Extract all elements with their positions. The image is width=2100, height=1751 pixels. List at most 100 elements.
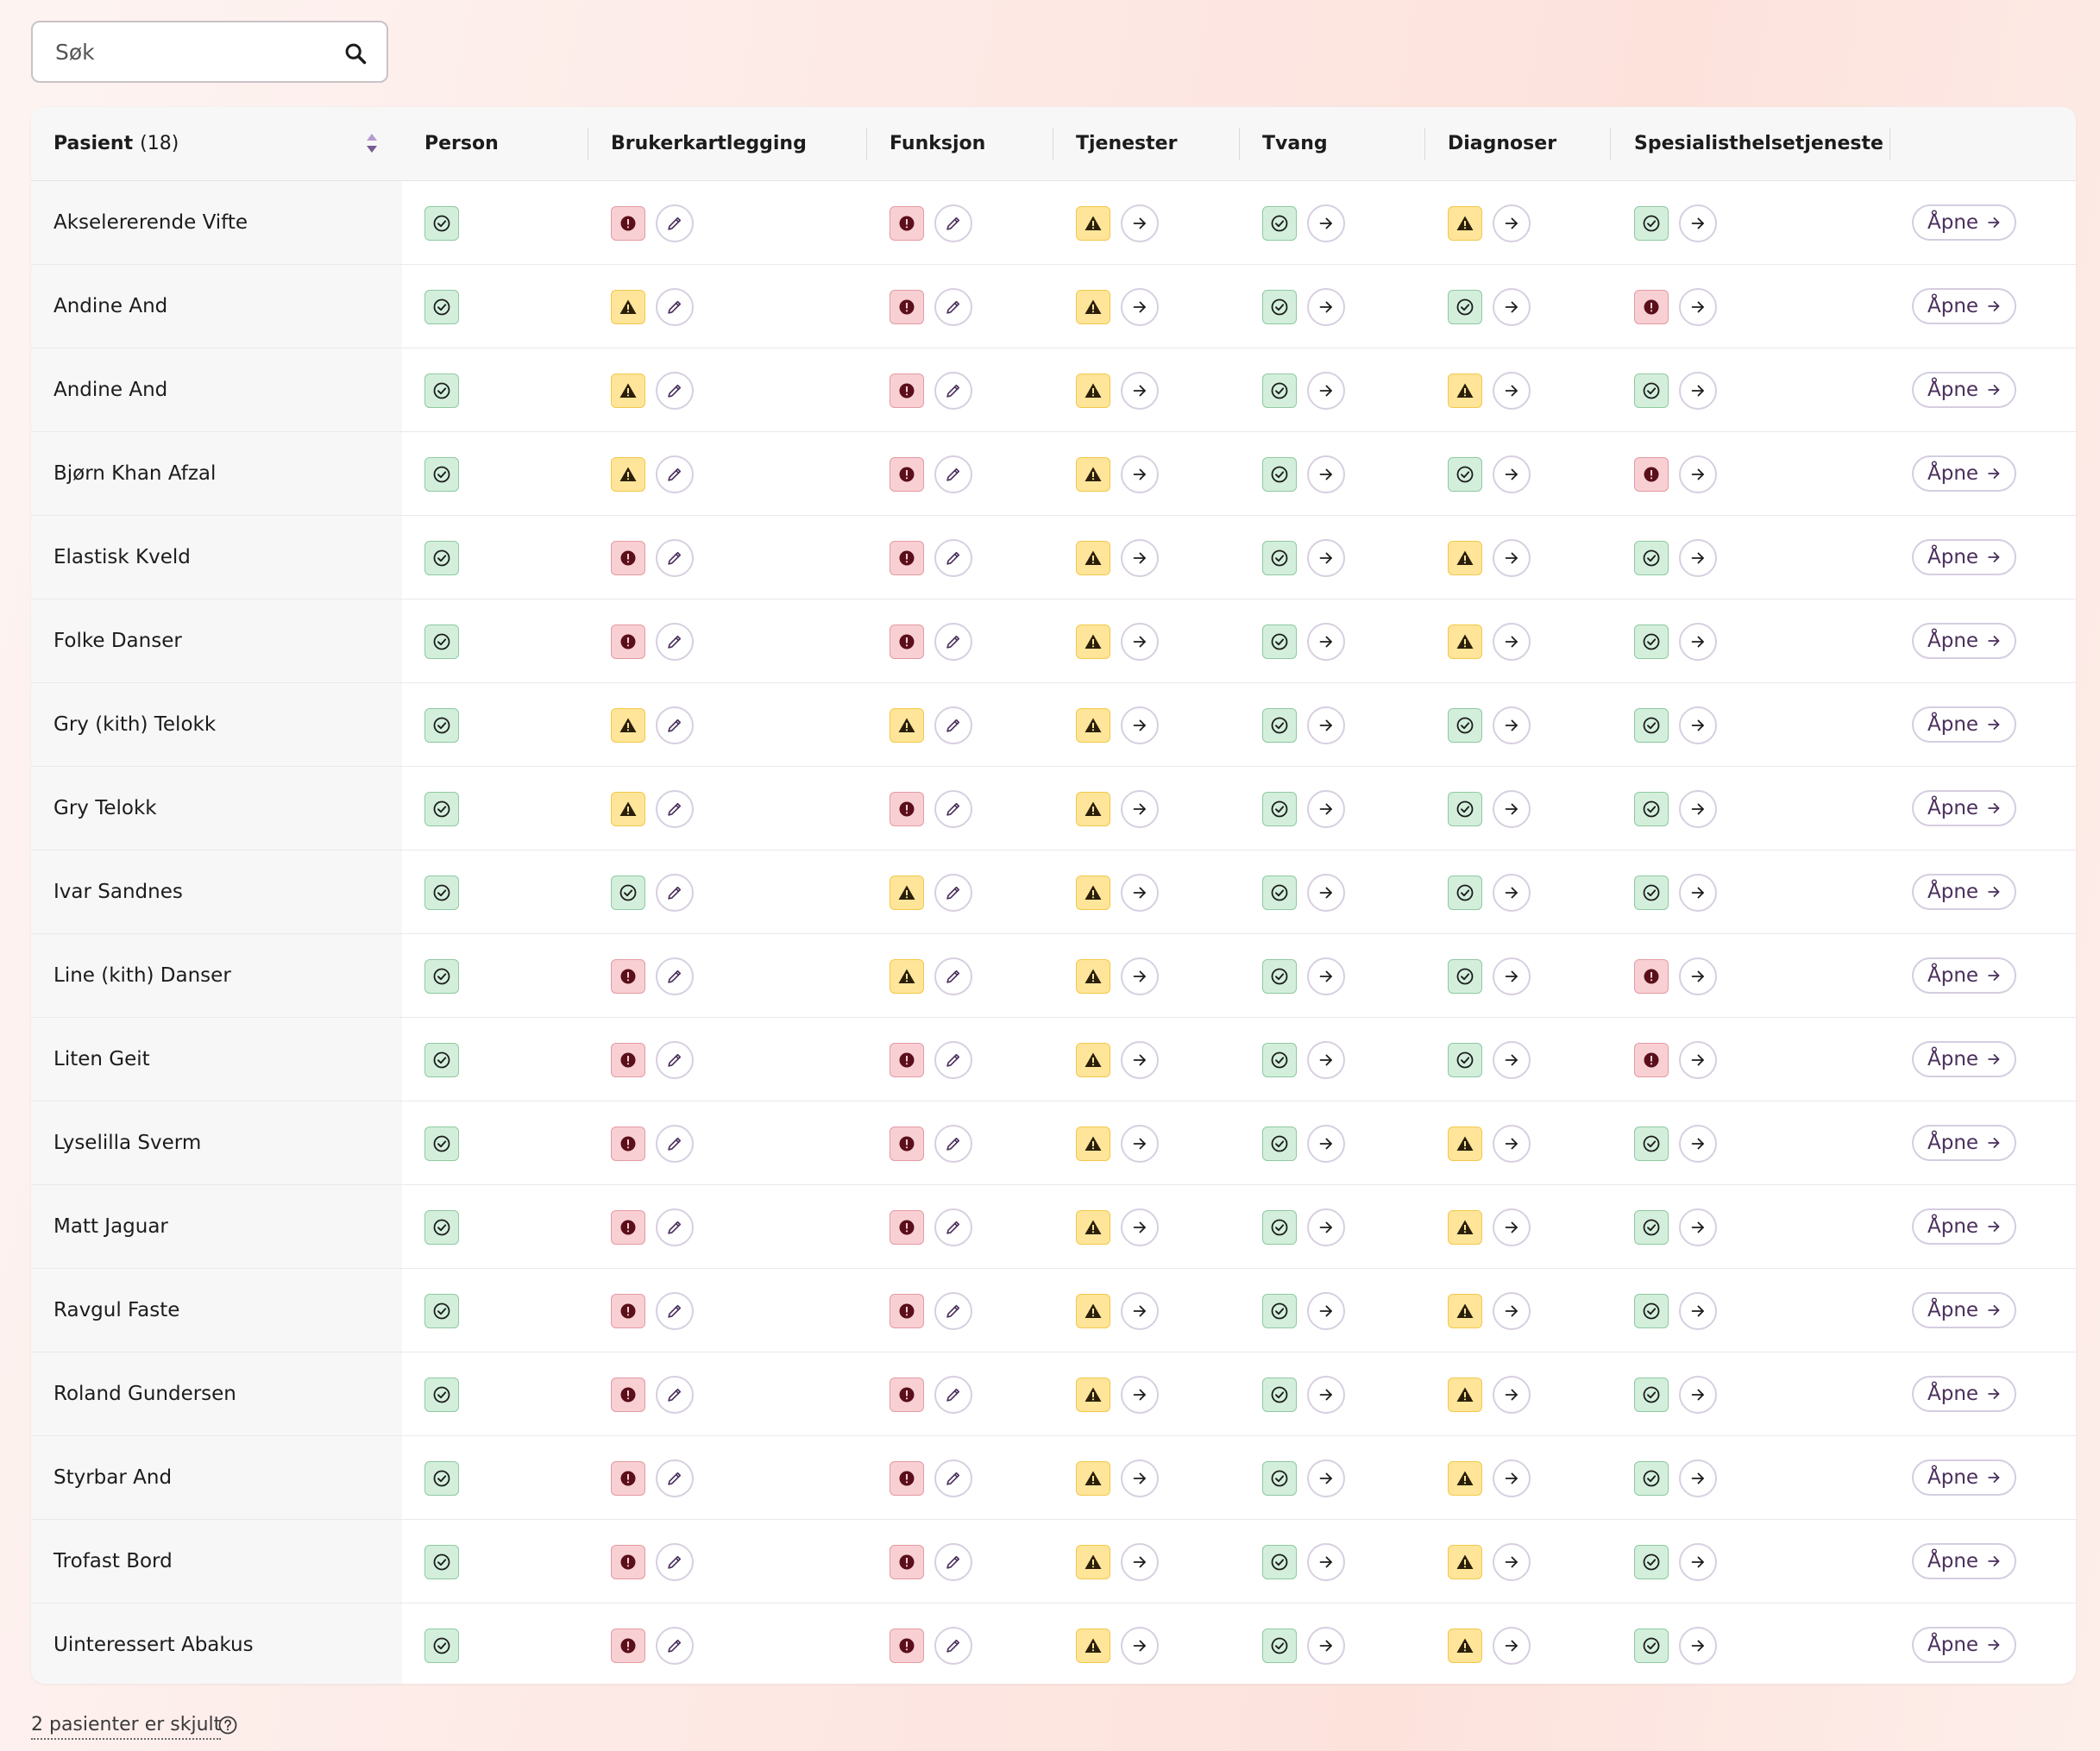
go-to-tvang-button[interactable] (1307, 1627, 1345, 1665)
open-patient-button[interactable]: Åpne (1912, 455, 2017, 492)
go-to-tvang-button[interactable] (1307, 539, 1345, 577)
go-to-spesialisthelsetjeneste-button[interactable] (1679, 1208, 1717, 1246)
help-icon[interactable] (217, 1715, 238, 1735)
go-to-tjenester-button[interactable] (1121, 706, 1159, 744)
open-patient-button[interactable]: Åpne (1912, 1041, 2017, 1077)
search-icon[interactable] (343, 41, 368, 66)
go-to-tjenester-button[interactable] (1121, 1543, 1159, 1581)
edit-funksjon-button[interactable] (934, 1041, 972, 1079)
edit-brukerkartlegging-button[interactable] (656, 623, 694, 661)
go-to-tjenester-button[interactable] (1121, 1292, 1159, 1330)
go-to-diagnoser-button[interactable] (1493, 1125, 1531, 1163)
open-patient-button[interactable]: Åpne (1912, 1376, 2017, 1412)
go-to-tvang-button[interactable] (1307, 1376, 1345, 1414)
go-to-spesialisthelsetjeneste-button[interactable] (1679, 706, 1717, 744)
go-to-spesialisthelsetjeneste-button[interactable] (1679, 957, 1717, 995)
go-to-spesialisthelsetjeneste-button[interactable] (1679, 1125, 1717, 1163)
edit-funksjon-button[interactable] (934, 957, 972, 995)
go-to-diagnoser-button[interactable] (1493, 539, 1531, 577)
edit-funksjon-button[interactable] (934, 790, 972, 828)
go-to-diagnoser-button[interactable] (1493, 623, 1531, 661)
edit-brukerkartlegging-button[interactable] (656, 957, 694, 995)
edit-brukerkartlegging-button[interactable] (656, 1376, 694, 1414)
go-to-diagnoser-button[interactable] (1493, 874, 1531, 912)
go-to-tvang-button[interactable] (1307, 204, 1345, 242)
go-to-tvang-button[interactable] (1307, 288, 1345, 326)
go-to-tvang-button[interactable] (1307, 957, 1345, 995)
edit-funksjon-button[interactable] (934, 1627, 972, 1665)
go-to-tjenester-button[interactable] (1121, 957, 1159, 995)
go-to-tvang-button[interactable] (1307, 1208, 1345, 1246)
edit-brukerkartlegging-button[interactable] (656, 1125, 694, 1163)
edit-funksjon-button[interactable] (934, 1208, 972, 1246)
open-patient-button[interactable]: Åpne (1912, 706, 2017, 743)
go-to-tvang-button[interactable] (1307, 1459, 1345, 1497)
edit-brukerkartlegging-button[interactable] (656, 706, 694, 744)
go-to-tjenester-button[interactable] (1121, 372, 1159, 410)
go-to-diagnoser-button[interactable] (1493, 1627, 1531, 1665)
go-to-tvang-button[interactable] (1307, 1292, 1345, 1330)
open-patient-button[interactable]: Åpne (1912, 1459, 2017, 1496)
open-patient-button[interactable]: Åpne (1912, 288, 2017, 324)
go-to-diagnoser-button[interactable] (1493, 1041, 1531, 1079)
edit-brukerkartlegging-button[interactable] (656, 1292, 694, 1330)
search-box[interactable] (31, 21, 388, 83)
edit-funksjon-button[interactable] (934, 455, 972, 493)
open-patient-button[interactable]: Åpne (1912, 1292, 2017, 1328)
go-to-tjenester-button[interactable] (1121, 790, 1159, 828)
go-to-spesialisthelsetjeneste-button[interactable] (1679, 1459, 1717, 1497)
go-to-diagnoser-button[interactable] (1493, 957, 1531, 995)
go-to-spesialisthelsetjeneste-button[interactable] (1679, 204, 1717, 242)
go-to-diagnoser-button[interactable] (1493, 1459, 1531, 1497)
go-to-tjenester-button[interactable] (1121, 1376, 1159, 1414)
go-to-diagnoser-button[interactable] (1493, 1208, 1531, 1246)
go-to-tjenester-button[interactable] (1121, 623, 1159, 661)
go-to-diagnoser-button[interactable] (1493, 204, 1531, 242)
edit-brukerkartlegging-button[interactable] (656, 1459, 694, 1497)
edit-funksjon-button[interactable] (934, 623, 972, 661)
open-patient-button[interactable]: Åpne (1912, 1627, 2017, 1663)
go-to-diagnoser-button[interactable] (1493, 1376, 1531, 1414)
open-patient-button[interactable]: Åpne (1912, 1208, 2017, 1245)
edit-brukerkartlegging-button[interactable] (656, 455, 694, 493)
go-to-diagnoser-button[interactable] (1493, 455, 1531, 493)
edit-brukerkartlegging-button[interactable] (656, 372, 694, 410)
open-patient-button[interactable]: Åpne (1912, 1543, 2017, 1579)
open-patient-button[interactable]: Åpne (1912, 623, 2017, 659)
go-to-tvang-button[interactable] (1307, 1041, 1345, 1079)
edit-funksjon-button[interactable] (934, 1459, 972, 1497)
go-to-tjenester-button[interactable] (1121, 455, 1159, 493)
go-to-tjenester-button[interactable] (1121, 1125, 1159, 1163)
go-to-spesialisthelsetjeneste-button[interactable] (1679, 790, 1717, 828)
go-to-diagnoser-button[interactable] (1493, 372, 1531, 410)
go-to-tvang-button[interactable] (1307, 874, 1345, 912)
edit-funksjon-button[interactable] (934, 1292, 972, 1330)
open-patient-button[interactable]: Åpne (1912, 874, 2017, 910)
header-patient[interactable]: Pasient (18) (53, 133, 179, 154)
edit-funksjon-button[interactable] (934, 706, 972, 744)
go-to-spesialisthelsetjeneste-button[interactable] (1679, 874, 1717, 912)
go-to-tjenester-button[interactable] (1121, 1459, 1159, 1497)
go-to-spesialisthelsetjeneste-button[interactable] (1679, 1627, 1717, 1665)
edit-funksjon-button[interactable] (934, 372, 972, 410)
edit-funksjon-button[interactable] (934, 1543, 972, 1581)
go-to-tjenester-button[interactable] (1121, 1041, 1159, 1079)
go-to-spesialisthelsetjeneste-button[interactable] (1679, 1376, 1717, 1414)
go-to-tjenester-button[interactable] (1121, 1208, 1159, 1246)
go-to-diagnoser-button[interactable] (1493, 1292, 1531, 1330)
open-patient-button[interactable]: Åpne (1912, 539, 2017, 575)
go-to-spesialisthelsetjeneste-button[interactable] (1679, 1292, 1717, 1330)
go-to-diagnoser-button[interactable] (1493, 790, 1531, 828)
edit-funksjon-button[interactable] (934, 539, 972, 577)
edit-funksjon-button[interactable] (934, 1376, 972, 1414)
go-to-tvang-button[interactable] (1307, 790, 1345, 828)
edit-brukerkartlegging-button[interactable] (656, 1627, 694, 1665)
open-patient-button[interactable]: Åpne (1912, 372, 2017, 408)
edit-funksjon-button[interactable] (934, 204, 972, 242)
search-input[interactable] (53, 38, 333, 66)
go-to-tvang-button[interactable] (1307, 372, 1345, 410)
go-to-spesialisthelsetjeneste-button[interactable] (1679, 1041, 1717, 1079)
open-patient-button[interactable]: Åpne (1912, 957, 2017, 994)
go-to-spesialisthelsetjeneste-button[interactable] (1679, 623, 1717, 661)
go-to-tjenester-button[interactable] (1121, 288, 1159, 326)
